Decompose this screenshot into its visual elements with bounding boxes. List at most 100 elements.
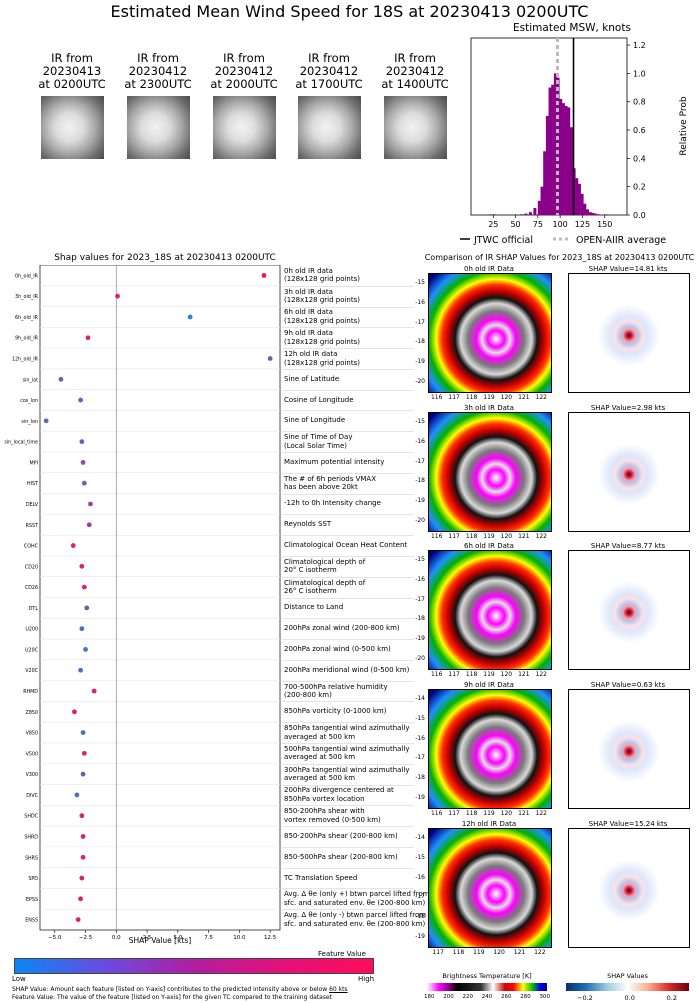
description-separator: [282, 410, 414, 412]
ir-panel-title: 0h old IR Data: [464, 265, 514, 273]
shap-feature-label: ENSS: [25, 918, 38, 924]
histogram-x-tick-label: 50: [510, 220, 520, 229]
histogram-title: Estimated MSW, knots: [513, 22, 631, 34]
histogram-y-tick-label: 0.6: [633, 126, 646, 135]
description-separator: [282, 888, 414, 890]
ir-panel-yticks: -15 -16 -17 -18 -19 -20: [415, 418, 425, 524]
ir-thumbnail: [384, 96, 447, 159]
shap-x-tick-label: 0.0: [112, 935, 121, 941]
ir-panel-image: [428, 689, 552, 809]
histogram-y-tick-label: 0.0: [633, 211, 646, 220]
ir-panel-yticks: -14 -15 -16 -17 -18 -19: [415, 695, 425, 801]
histogram-bar: [528, 212, 532, 215]
description-separator: [282, 348, 414, 350]
histogram-y-tick-label: 0.4: [633, 154, 646, 163]
histogram-bar: [537, 200, 541, 215]
description-separator: [282, 805, 414, 807]
shap-dot-v20c: [78, 667, 84, 673]
histogram-x-tick-label: 100: [553, 220, 568, 229]
ir-panel-yticks: -15 -16 -17 -18 -19 -20: [415, 556, 425, 662]
histogram-bar: [588, 212, 592, 215]
description-separator: [282, 493, 414, 495]
shap-dot-delv: [88, 501, 93, 507]
shap-feature-label: EPSS: [26, 897, 38, 903]
shap-x-tick-label: 5.0: [173, 935, 182, 941]
shap-feature-label: V20C: [25, 668, 38, 674]
histogram-bar: [559, 98, 563, 215]
shap-feature-label: V300: [26, 772, 38, 778]
feature-description: 3h old IR data (128x128 grid points): [284, 287, 360, 305]
shap-feature-label: MPI: [30, 460, 38, 466]
shap-dot-dtl: [84, 605, 90, 611]
description-separator: [282, 535, 414, 537]
histogram-bar: [583, 203, 587, 215]
histogram-bar: [524, 213, 528, 215]
feature-description: Climatological Ocean Heat Content: [284, 541, 408, 550]
shap-x-tick-label: 2.5: [143, 935, 152, 941]
histogram-y-ticks: 0.0 0.2 0.4 0.6 0.8 1.0 1.2: [627, 41, 646, 220]
msw-histogram: Estimated MSW, knots 25 50 75 100 125 150 0.0…: [460, 22, 689, 246]
ir-panel-title: 3h old IR Data: [464, 404, 514, 412]
histogram-bars: [488, 73, 608, 216]
shap-x-tick-label: −2.5: [79, 935, 93, 941]
shap-colorbar-ticks: −0.2 0.0 0.2: [577, 994, 677, 1002]
shap-title: Shap values for 2023_18S at 20230413 020…: [54, 253, 276, 263]
description-separator: [282, 701, 414, 703]
description-separator: [282, 576, 414, 578]
shap-grid: [40, 285, 280, 910]
shap-feature-label: Z850: [26, 710, 38, 716]
description-separator: [282, 722, 414, 724]
feature-description: 850hPa vorticity (0-1000 km): [284, 707, 387, 716]
histogram-bar: [553, 73, 557, 216]
histogram-bar: [551, 84, 555, 215]
footnote-shap: SHAP Value: Amount each feature [listed …: [12, 986, 348, 993]
legend-jtwc-label: JTWC official: [473, 235, 533, 246]
shap-panel-image: [568, 550, 690, 670]
shap-feature-label: SPD: [28, 876, 38, 882]
description-separator: [282, 452, 414, 454]
shap-feature-label: RHMD: [23, 689, 38, 695]
ir-thumbnail: [298, 96, 361, 159]
shap-x-tick-label: −5.0: [48, 935, 62, 941]
feature-description: 850-500hPa shear (200-800 km): [284, 852, 398, 861]
histogram-bar: [493, 214, 497, 215]
shap-dot-cd20: [79, 563, 85, 569]
histogram-bar: [604, 214, 608, 215]
shap-values-colorbar: [566, 983, 689, 991]
histogram-bar: [543, 151, 547, 215]
bt-colorbar-ticks: 180 200 220 240 260 280 300: [424, 994, 550, 1000]
shap-dot-spd: [79, 875, 85, 881]
shap-dot-0h-old-ir: [261, 272, 267, 278]
histogram-y-tick-label: 1.2: [633, 41, 646, 50]
shap-feature-label: RSST: [26, 523, 38, 529]
colorbar-title: Feature Value: [318, 950, 366, 958]
histogram-bar: [591, 212, 595, 215]
feature-description: 6h old IR data (128x128 grid points): [284, 308, 360, 325]
description-separator: [282, 680, 414, 682]
main-title: Estimated Mean Wind Speed for 18S at 202…: [110, 2, 589, 21]
description-separator: [282, 514, 414, 516]
feature-description: Cosine of Longitude: [284, 395, 354, 404]
shap-dot-cd26: [81, 584, 87, 590]
histogram-bar: [533, 207, 537, 215]
ir-strip-2: IR from 20230412 at 2000UTC: [199, 52, 289, 159]
shap-panel-title: SHAP Value=8.77 kts: [590, 542, 666, 550]
shap-panel-title: SHAP Value=14.81 kts: [588, 265, 668, 273]
histogram-bar: [594, 213, 597, 215]
description-separator: [282, 368, 414, 370]
feature-description: The # of 6h periods VMAX has been above 2…: [284, 474, 377, 492]
feature-description: 300hPa tangential wind azimuthally averag…: [284, 765, 410, 783]
shap-feature-label: 12h_old_IR: [12, 357, 39, 363]
histogram-bar: [520, 214, 524, 215]
histogram-y-tick-label: 0.8: [633, 98, 646, 107]
shap-feature-label: U20C: [25, 647, 39, 653]
description-separator: [282, 763, 414, 765]
ir-panel-title: 12h old IR Data: [461, 820, 517, 828]
shap-feature-label: SHRD: [24, 834, 38, 840]
shap-feature-label: HIST: [27, 481, 38, 487]
shap-feature-label: CD26: [25, 585, 38, 591]
shap-panel-image: [568, 689, 690, 809]
shap-feature-label: SHRS: [25, 855, 38, 861]
feature-value-colorbar: [14, 958, 374, 974]
feature-description: 200hPa zonal wind (0-500 km): [284, 644, 391, 653]
